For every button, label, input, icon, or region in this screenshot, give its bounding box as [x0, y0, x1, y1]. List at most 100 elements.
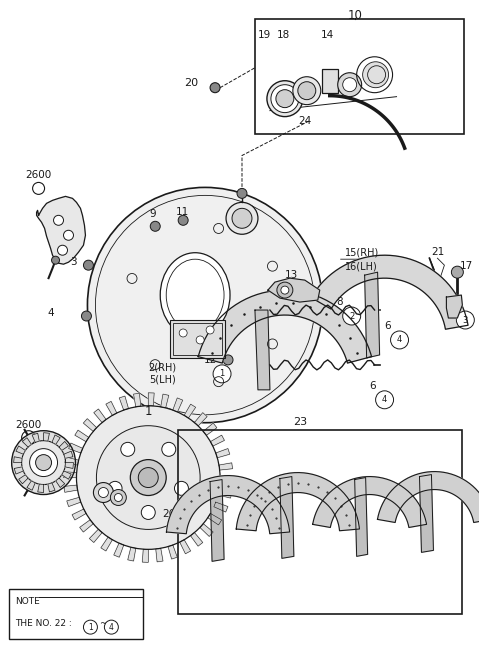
Text: 5(LH): 5(LH) [149, 375, 176, 385]
Text: ~: ~ [99, 619, 107, 628]
Text: 1: 1 [219, 370, 225, 378]
Text: 9: 9 [149, 209, 156, 219]
Polygon shape [59, 441, 69, 451]
Text: 18: 18 [277, 30, 290, 40]
Text: 6: 6 [384, 321, 391, 331]
Polygon shape [210, 480, 224, 561]
Text: 2(RH): 2(RH) [148, 363, 176, 373]
Circle shape [98, 488, 108, 497]
Polygon shape [63, 471, 77, 477]
Text: 24: 24 [298, 115, 312, 126]
Polygon shape [214, 502, 228, 512]
Circle shape [58, 245, 68, 255]
Polygon shape [198, 290, 372, 363]
Text: 16(LH): 16(LH) [345, 261, 377, 271]
Circle shape [96, 426, 200, 529]
Polygon shape [114, 543, 124, 557]
Circle shape [343, 307, 360, 325]
Polygon shape [173, 398, 183, 412]
Circle shape [54, 215, 63, 226]
Polygon shape [210, 435, 225, 446]
Polygon shape [377, 471, 480, 522]
Bar [255, 19, 464, 134]
Text: NOTE: NOTE [15, 597, 39, 606]
Circle shape [82, 311, 91, 321]
Polygon shape [119, 396, 129, 410]
Circle shape [456, 311, 474, 329]
Polygon shape [27, 481, 35, 490]
Polygon shape [194, 413, 207, 426]
Text: 4: 4 [382, 395, 387, 404]
Circle shape [150, 221, 160, 231]
Polygon shape [208, 514, 222, 525]
Text: 1: 1 [144, 406, 152, 418]
Circle shape [174, 481, 189, 496]
Circle shape [206, 326, 214, 334]
Circle shape [213, 365, 231, 383]
Polygon shape [38, 484, 44, 492]
Circle shape [94, 482, 113, 503]
Polygon shape [236, 473, 360, 531]
Text: 17: 17 [459, 261, 473, 271]
Text: THE NO. 22 :: THE NO. 22 : [15, 619, 72, 628]
Polygon shape [280, 477, 294, 558]
Circle shape [104, 620, 119, 634]
Circle shape [237, 188, 247, 198]
Circle shape [210, 83, 220, 93]
Bar [322, 68, 338, 93]
Circle shape [276, 90, 294, 108]
Circle shape [84, 260, 94, 270]
Polygon shape [75, 430, 89, 441]
Bar [178, 430, 462, 614]
Text: 7: 7 [451, 302, 458, 312]
Circle shape [376, 391, 394, 409]
Polygon shape [161, 394, 169, 408]
Text: 2600: 2600 [162, 509, 188, 520]
Circle shape [338, 73, 361, 96]
Circle shape [63, 230, 73, 240]
Circle shape [36, 454, 51, 471]
Polygon shape [420, 475, 433, 552]
Circle shape [343, 78, 357, 92]
Text: 8: 8 [336, 297, 343, 307]
Circle shape [368, 66, 385, 83]
Circle shape [451, 266, 463, 278]
Circle shape [138, 467, 158, 488]
Polygon shape [65, 457, 79, 465]
Text: 3: 3 [70, 257, 76, 267]
Polygon shape [13, 457, 22, 463]
Polygon shape [167, 475, 289, 534]
Polygon shape [184, 404, 196, 418]
Polygon shape [156, 548, 163, 562]
Polygon shape [32, 434, 39, 442]
Circle shape [12, 431, 75, 494]
Bar [173, 323, 222, 355]
Polygon shape [89, 529, 102, 542]
Text: 21: 21 [431, 247, 444, 258]
Polygon shape [19, 475, 28, 484]
Polygon shape [56, 478, 65, 488]
Circle shape [22, 441, 65, 484]
Polygon shape [65, 463, 73, 468]
Text: 4: 4 [397, 336, 402, 344]
Circle shape [108, 481, 122, 496]
Circle shape [271, 85, 299, 113]
Circle shape [30, 449, 58, 477]
Circle shape [162, 442, 176, 456]
Circle shape [141, 505, 155, 520]
Text: 4: 4 [109, 623, 114, 632]
Polygon shape [128, 547, 136, 561]
Circle shape [178, 215, 188, 226]
Text: 2600: 2600 [25, 170, 52, 181]
Polygon shape [168, 545, 177, 559]
Circle shape [196, 336, 204, 344]
Text: 20: 20 [184, 78, 198, 88]
Polygon shape [14, 467, 24, 474]
Circle shape [226, 202, 258, 234]
Text: 12: 12 [204, 355, 216, 365]
Polygon shape [16, 446, 25, 454]
Polygon shape [52, 435, 60, 445]
Circle shape [130, 460, 166, 496]
Text: 10: 10 [347, 9, 362, 22]
Polygon shape [69, 443, 83, 453]
